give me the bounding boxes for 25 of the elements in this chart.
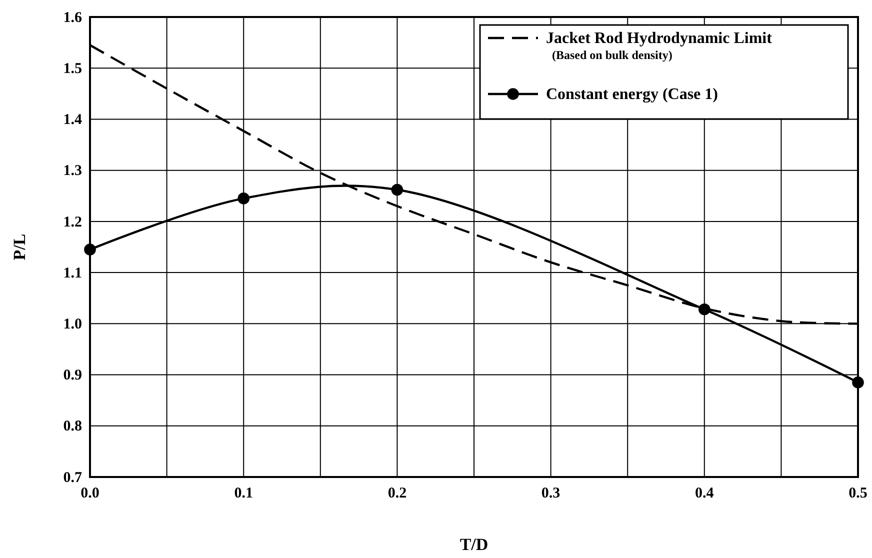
y-tick-label: 0.7 [63,470,82,486]
point [698,303,710,316]
y-tick-label: 0.8 [63,418,82,435]
y-tick-label: 1.1 [63,265,82,282]
point [238,192,250,204]
x-axis-title: T/D [460,535,488,554]
y-tick-label: 1.6 [63,10,82,26]
y-tick-label: 0.9 [63,368,82,384]
x-tick-label: 0.2 [388,486,407,502]
y-tick-label: 1.0 [63,316,82,332]
x-tick-label: 0.4 [695,486,714,502]
y-tick-label: 1.5 [63,60,82,77]
legend-label: Constant energy (Case 1) [546,86,718,103]
y-axis-title: P/L [10,234,29,260]
y-tick-label: 1.3 [63,163,82,180]
y-tick-label: 1.4 [63,112,82,128]
x-tick-label: 0.3 [541,486,560,502]
point [391,184,404,196]
point [852,376,864,388]
x-tick-label: 0.1 [234,486,253,502]
x-tick-label: 0.5 [848,486,868,502]
y-tick-label: 1.2 [63,214,82,230]
point [84,244,96,256]
legend-label: Jacket Rod Hydrodynamic Limit (Based on bulk density) [546,30,773,62]
x-tick-label: 0.0 [80,486,100,502]
